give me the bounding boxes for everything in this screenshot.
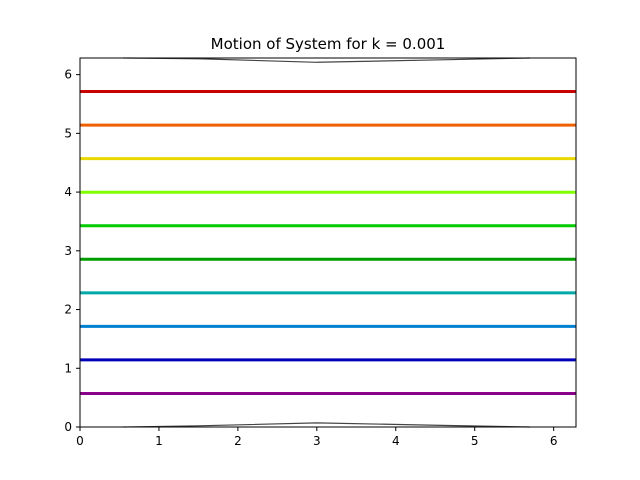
y-tick-label: 1 — [64, 361, 72, 375]
chart-title: Motion of System for k = 0.001 — [211, 35, 446, 53]
series-line-12 — [123, 57, 530, 63]
x-tick-label: 2 — [234, 434, 242, 448]
x-tick-label: 4 — [392, 434, 400, 448]
y-tick-label: 3 — [64, 244, 72, 258]
y-tick-label: 6 — [64, 68, 72, 82]
x-tick-label: 1 — [155, 434, 163, 448]
y-tick-label: 5 — [64, 126, 72, 140]
y-tick-label: 0 — [64, 420, 72, 434]
x-tick-label: 5 — [471, 434, 479, 448]
x-tick-label: 0 — [76, 434, 84, 448]
x-tick-label: 6 — [550, 434, 558, 448]
axes-frame — [79, 57, 577, 428]
y-tick-label: 4 — [64, 185, 72, 199]
x-tick-label: 3 — [313, 434, 321, 448]
series-layer — [80, 57, 576, 428]
y-tick-label: 2 — [64, 303, 72, 317]
series-line-11 — [123, 422, 530, 428]
tick-layer: 0 1 2 3 4 5 6 0 1 2 3 4 5 6 — [64, 68, 557, 448]
